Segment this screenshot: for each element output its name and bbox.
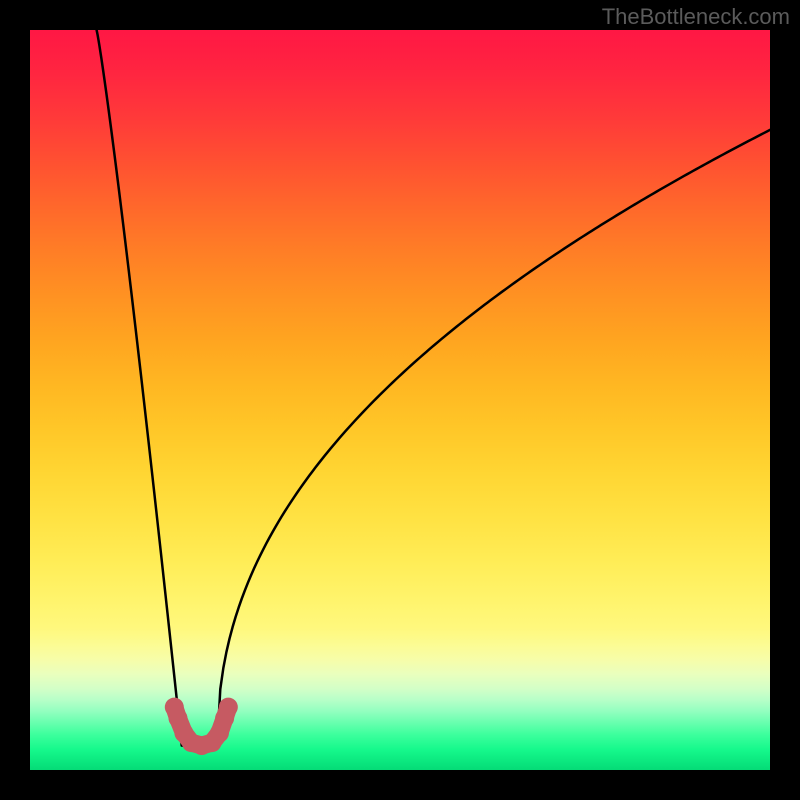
watermark-text: TheBottleneck.com: [602, 4, 790, 29]
plot-background: [30, 30, 770, 770]
chart-root: TheBottleneck.com: [0, 0, 800, 800]
chart-svg: TheBottleneck.com: [0, 0, 800, 800]
